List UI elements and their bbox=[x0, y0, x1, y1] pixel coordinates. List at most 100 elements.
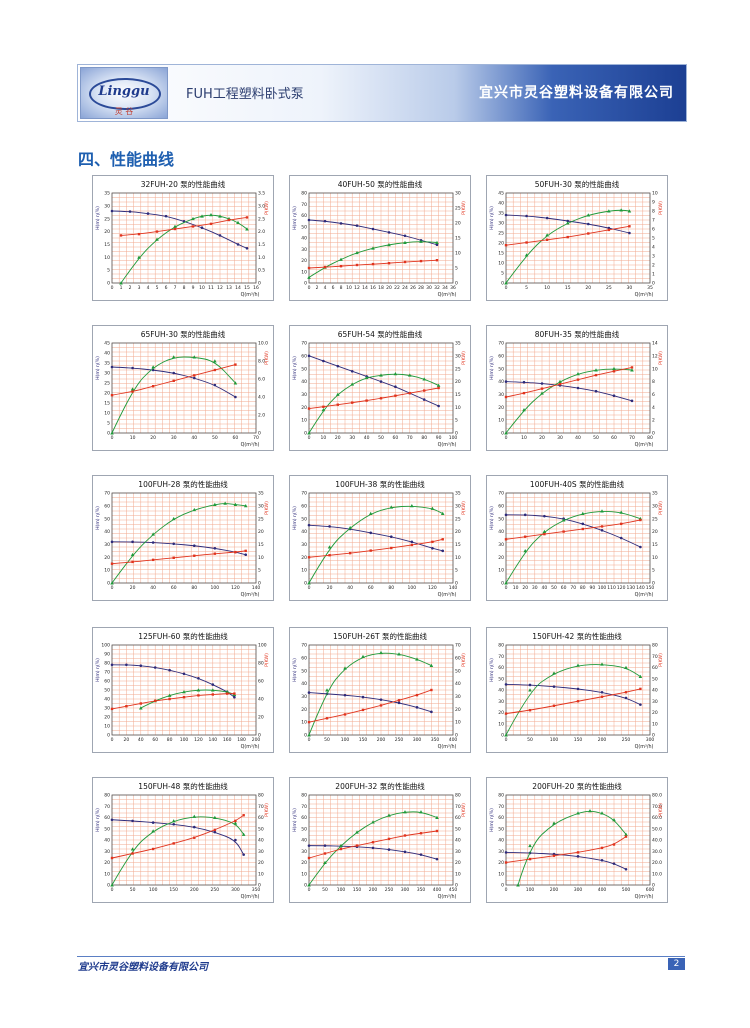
x-tick-label: 100 bbox=[341, 737, 350, 743]
efficiency-point bbox=[524, 253, 529, 257]
head-point bbox=[323, 219, 327, 223]
x-tick-label: 22 bbox=[394, 285, 400, 291]
power-point bbox=[620, 522, 623, 526]
efficiency-point bbox=[422, 377, 426, 381]
y-tick-label: 25 bbox=[498, 231, 504, 237]
power-point bbox=[415, 693, 419, 697]
y-tick-label: 15 bbox=[104, 242, 110, 248]
y-tick-label: 30 bbox=[301, 694, 307, 700]
efficiency-point bbox=[528, 843, 532, 848]
plot-frame bbox=[505, 342, 651, 434]
y2-tick-label: 0 bbox=[455, 733, 458, 739]
power-point bbox=[348, 551, 352, 555]
y2-axis-label: P(KW) bbox=[461, 201, 467, 215]
y2-tick-label: 0.5 bbox=[258, 268, 265, 274]
company-logo: Linggu 灵 谷 bbox=[80, 67, 168, 119]
x-axis-label: Q(m³/h) bbox=[438, 894, 457, 900]
efficiency-point bbox=[379, 650, 383, 655]
head-point bbox=[307, 354, 311, 358]
head-point bbox=[343, 693, 347, 697]
power-point bbox=[110, 562, 114, 565]
y-tick-label: 0 bbox=[304, 431, 307, 437]
x-tick-label: 15 bbox=[244, 285, 250, 291]
plot-frame bbox=[505, 644, 651, 736]
power-point bbox=[403, 260, 407, 264]
power-point bbox=[119, 234, 123, 237]
y-tick-label: 100 bbox=[101, 643, 110, 649]
y2-tick-label: 5 bbox=[258, 568, 261, 574]
head-point bbox=[415, 706, 419, 709]
head-point bbox=[245, 246, 249, 250]
power-point bbox=[110, 394, 114, 397]
y-tick-label: 10 bbox=[498, 568, 504, 574]
efficiency-point bbox=[430, 506, 435, 510]
head-point bbox=[172, 542, 176, 546]
y2-tick-label: 10 bbox=[455, 405, 461, 411]
x-tick-label: 140 bbox=[209, 737, 218, 743]
y2-axis-label: P(KW) bbox=[461, 351, 467, 365]
y2-tick-label: 30 bbox=[258, 503, 264, 509]
y2-tick-label: 25 bbox=[455, 206, 461, 212]
efficiency-point bbox=[516, 883, 520, 887]
x-tick-label: 40 bbox=[575, 435, 581, 441]
efficiency-point bbox=[504, 431, 508, 435]
x-tick-label: 40 bbox=[138, 737, 144, 743]
x-tick-label: 0 bbox=[308, 737, 311, 743]
y2-tick-label: 20 bbox=[652, 710, 658, 716]
power-point bbox=[410, 543, 414, 547]
y-tick-label: 10 bbox=[301, 269, 307, 275]
plot-frame bbox=[308, 342, 454, 434]
head-point bbox=[422, 398, 426, 401]
efficiency-point bbox=[387, 813, 391, 817]
efficiency-point bbox=[243, 504, 248, 508]
chart-grid bbox=[111, 794, 257, 886]
y2-tick-label: 2.0 bbox=[258, 229, 265, 235]
y-tick-label: 0 bbox=[304, 281, 307, 287]
efficiency-point bbox=[607, 209, 611, 213]
power-point bbox=[307, 856, 311, 860]
y-tick-label: 0 bbox=[304, 733, 307, 739]
y-tick-label: 80 bbox=[104, 793, 110, 799]
x-axis-label: Q(m³/h) bbox=[635, 292, 654, 298]
y2-tick-label: 6.0 bbox=[258, 377, 265, 383]
head-point bbox=[131, 540, 134, 544]
y2-tick-label: 4.0 bbox=[258, 395, 265, 401]
efficiency-curve bbox=[308, 652, 432, 736]
x-tick-label: 120 bbox=[617, 585, 626, 591]
efficiency-point bbox=[558, 379, 562, 384]
x-tick-label: 60 bbox=[171, 585, 177, 591]
head-point bbox=[110, 663, 114, 667]
x-tick-label: 6 bbox=[332, 285, 335, 291]
y2-tick-label: 25 bbox=[455, 366, 461, 372]
logo-wordmark: Linggu bbox=[98, 84, 150, 99]
efficiency-point bbox=[361, 654, 365, 659]
y-tick-label: 0 bbox=[304, 883, 307, 889]
efficiency-point bbox=[368, 511, 373, 516]
power-point bbox=[191, 225, 195, 228]
chart-grid bbox=[111, 644, 257, 736]
power-point bbox=[325, 717, 329, 720]
y-tick-label: 70 bbox=[104, 491, 110, 497]
y2-tick-label: 80 bbox=[455, 793, 461, 799]
head-point bbox=[110, 209, 114, 213]
power-point bbox=[351, 401, 354, 404]
efficiency-point bbox=[321, 408, 326, 412]
x-tick-label: 60 bbox=[561, 585, 567, 591]
efficiency-point bbox=[325, 688, 329, 692]
y-tick-label: 10 bbox=[498, 261, 504, 267]
head-point bbox=[328, 525, 331, 528]
head-point bbox=[523, 513, 527, 517]
y2-tick-label: 0 bbox=[258, 431, 261, 437]
efficiency-point bbox=[545, 233, 549, 237]
head-point bbox=[552, 685, 556, 688]
x-tick-label: 0 bbox=[111, 585, 114, 591]
power-point bbox=[234, 819, 237, 823]
y2-tick-label: 15 bbox=[455, 542, 461, 548]
head-point bbox=[612, 394, 616, 398]
y2-tick-label: 0 bbox=[455, 883, 458, 889]
x-tick-label: 10 bbox=[544, 285, 550, 291]
y-tick-label: 40 bbox=[301, 529, 307, 535]
efficiency-point bbox=[403, 810, 407, 814]
